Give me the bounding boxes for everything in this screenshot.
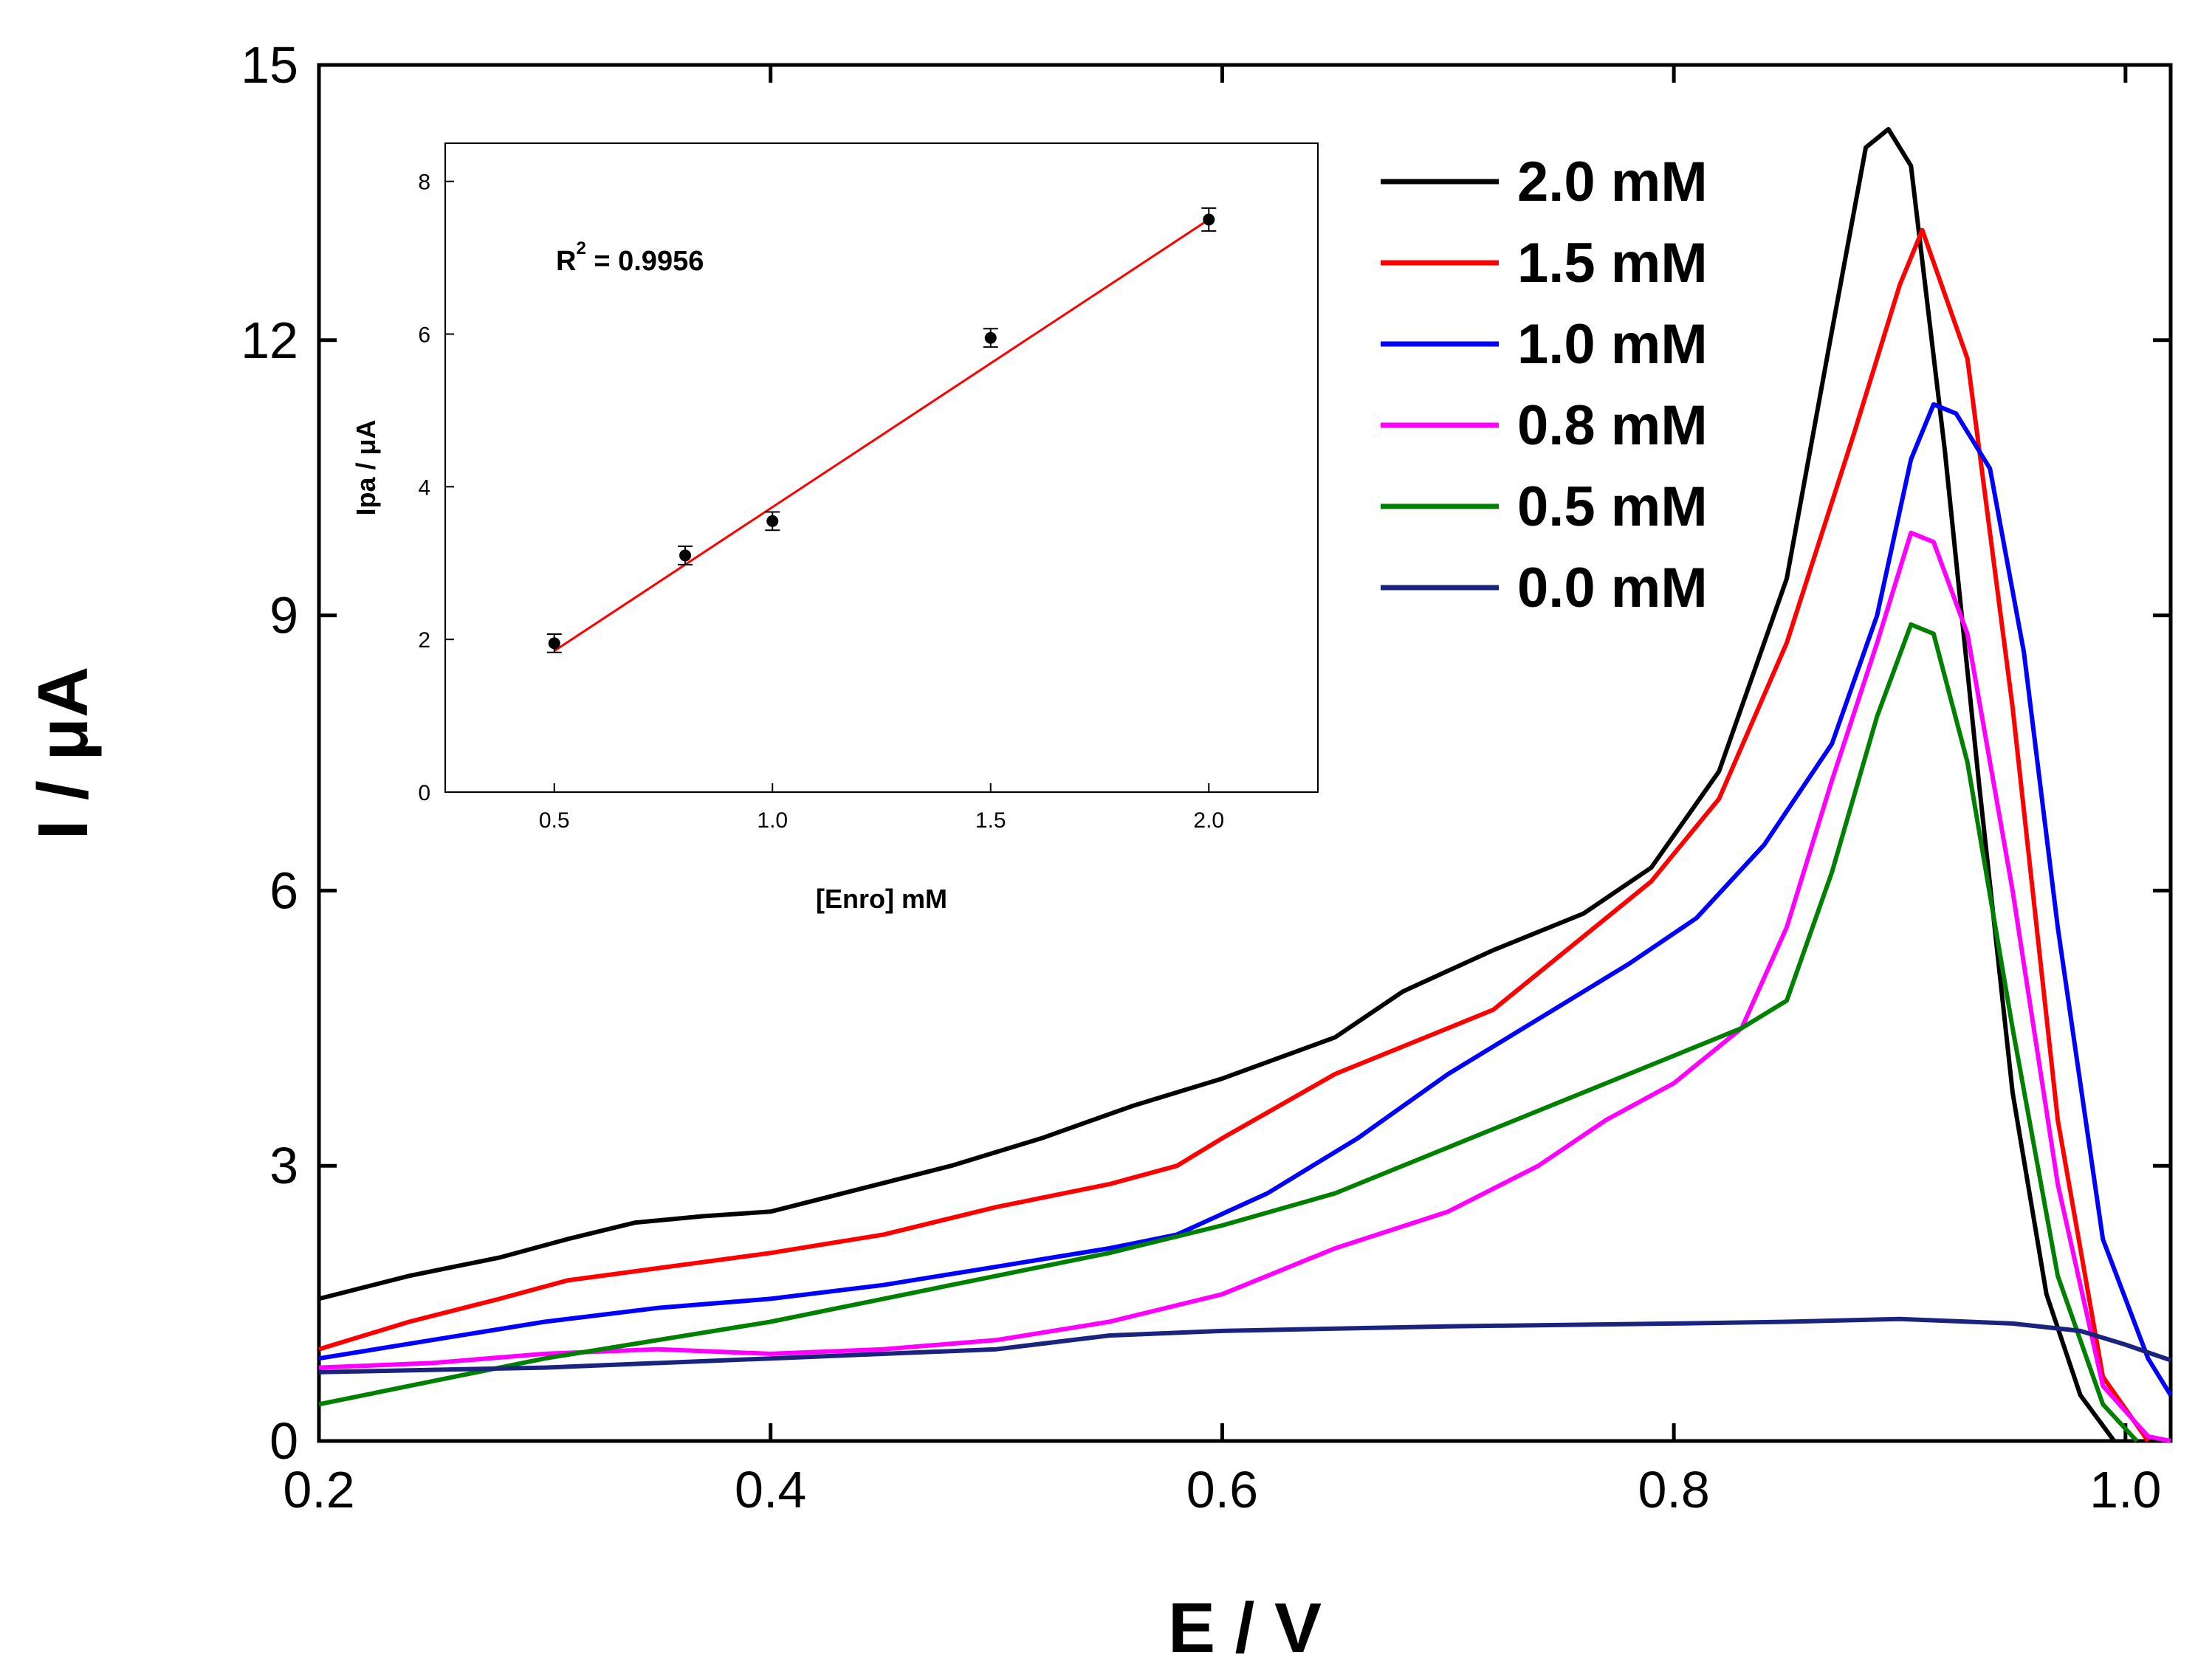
legend-label: 1.5 mM — [1517, 232, 1708, 295]
series-line-1-0-mm — [318, 402, 2173, 1397]
inset-x-axis-label: [Enro] mM — [816, 884, 947, 914]
series-line-0-5-mm — [318, 622, 2139, 1443]
main-y-tick-label: 9 — [269, 587, 298, 644]
inset-y-tick-label: 0 — [418, 781, 430, 805]
main-x-tick-label: 1.0 — [2089, 1461, 2161, 1518]
inset-x-tick-label: 2.0 — [1193, 808, 1224, 833]
series-line-2-0-mm — [318, 127, 2116, 1442]
main-x-tick-label: 0.2 — [283, 1461, 354, 1518]
inset-plot-frame — [444, 142, 1319, 793]
inset-y-axis-label: Ipa / μA — [351, 419, 381, 515]
data-point — [766, 515, 779, 527]
inset-x-tick-label: 0.5 — [539, 808, 570, 833]
main-series-group — [318, 127, 2173, 1443]
main-axis-ticks: 0.2 0.4 0.6 0.8 1.0 0 3 6 9 12 15 — [241, 36, 2171, 1518]
main-x-tick-label: 0.8 — [1638, 1461, 1709, 1518]
data-point — [984, 331, 997, 344]
inset-y-tick-label: 6 — [418, 323, 430, 348]
main-x-tick-label: 0.6 — [1186, 1461, 1258, 1518]
main-y-tick-label: 0 — [269, 1412, 298, 1470]
legend-label: 0.5 mM — [1517, 475, 1708, 538]
r-squared-annotation: R2 = 0.9956 — [556, 238, 704, 277]
series-line-0-0-mm — [318, 1316, 2171, 1375]
legend-label: 0.0 mM — [1517, 557, 1708, 619]
inset-y-tick-label: 2 — [418, 628, 430, 653]
main-y-tick-label: 3 — [269, 1137, 298, 1194]
legend-label: 0.8 mM — [1517, 394, 1708, 457]
r-squared-r: R — [556, 246, 576, 277]
series-line-1-5-mm — [318, 227, 2150, 1442]
data-point — [548, 637, 560, 650]
series-line-0-8-mm — [318, 530, 2171, 1443]
legend-label: 2.0 mM — [1517, 151, 1708, 213]
main-x-tick-label: 0.4 — [735, 1461, 806, 1518]
inset-x-tick-label: 1.5 — [975, 808, 1006, 833]
main-y-tick-label: 6 — [269, 861, 298, 919]
main-y-tick-label: 12 — [241, 312, 298, 369]
main-x-axis-label: E / V — [1168, 1589, 1322, 1668]
main-legend: 2.0 mM 1.5 mM 1.0 mM 0.8 mM 0.5 mM 0.0 mM — [1381, 151, 1708, 619]
main-chart: 0.2 0.4 0.6 0.8 1.0 0 3 6 9 12 15 E / V I / μA 2.0… — [24, 36, 2173, 1668]
r-squared-superscript: 2 — [576, 238, 585, 258]
inset-fit-group — [553, 219, 1210, 652]
inset-points-group — [546, 207, 1217, 653]
r-squared-value: = 0.9956 — [586, 246, 704, 277]
inset-chart: 0.5 1.0 1.5 2.0 0 2 4 6 8 [Enro] mM Ipa / μA R2 … — [351, 142, 1319, 914]
main-y-axis-label: I / μA — [24, 667, 103, 840]
fit-line — [553, 219, 1210, 652]
data-point — [679, 549, 692, 562]
legend-label: 1.0 mM — [1517, 313, 1708, 376]
inset-x-tick-label: 1.0 — [757, 808, 788, 833]
inset-axis-ticks: 0.5 1.0 1.5 2.0 0 2 4 6 8 — [418, 171, 1224, 833]
data-point — [1203, 213, 1215, 226]
inset-y-tick-label: 8 — [418, 171, 430, 195]
main-y-tick-label: 15 — [241, 36, 298, 94]
inset-y-tick-label: 4 — [418, 475, 430, 500]
main-plot-frame — [317, 63, 2173, 1443]
